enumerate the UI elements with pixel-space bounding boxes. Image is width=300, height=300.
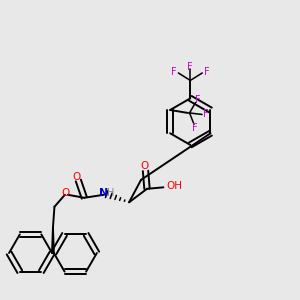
Text: F: F xyxy=(203,110,209,119)
Text: F: F xyxy=(171,67,177,77)
Text: O: O xyxy=(62,188,70,198)
Text: N: N xyxy=(99,188,108,198)
Text: OH: OH xyxy=(167,182,182,191)
Text: H: H xyxy=(106,188,114,198)
Text: O: O xyxy=(73,172,81,182)
Text: F: F xyxy=(194,94,200,104)
Text: F: F xyxy=(204,67,209,77)
Text: F: F xyxy=(192,123,198,133)
Text: F: F xyxy=(188,62,193,72)
Text: O: O xyxy=(140,161,149,171)
